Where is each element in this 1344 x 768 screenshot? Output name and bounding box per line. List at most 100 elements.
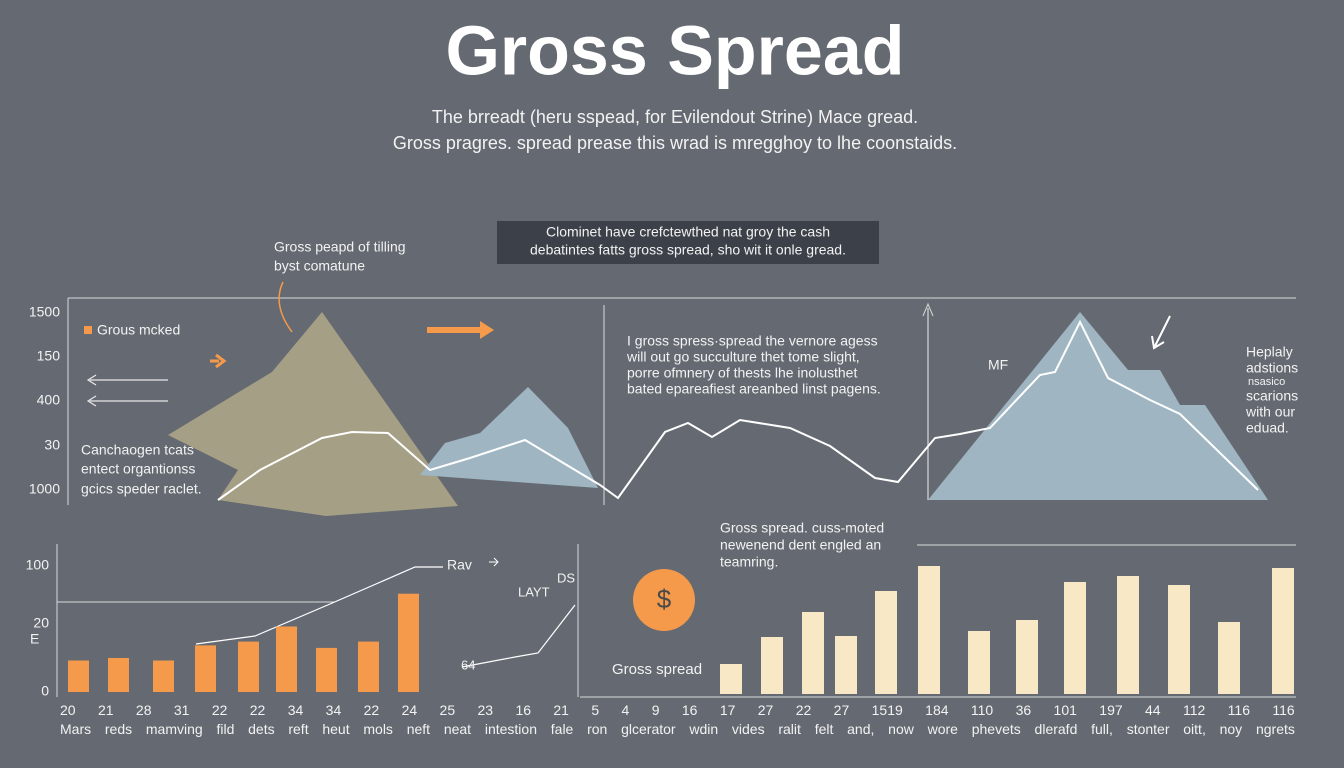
bar bbox=[68, 660, 89, 692]
x-words: Mars reds mamving fild dets reft heut mols neft n… bbox=[60, 721, 1295, 737]
bar bbox=[276, 626, 297, 692]
x-label: 16 bbox=[515, 702, 532, 718]
x-label: ralit bbox=[778, 721, 801, 737]
x-label: 9 bbox=[651, 702, 660, 718]
bar bbox=[1064, 582, 1086, 694]
note: gcics speder raclet. bbox=[81, 481, 202, 497]
x-label: 36 bbox=[1015, 702, 1032, 718]
bar bbox=[1117, 576, 1139, 694]
x-label: 34 bbox=[325, 702, 342, 718]
x-label: wore bbox=[927, 721, 958, 737]
bar bbox=[968, 631, 990, 694]
orange-arrow-head bbox=[480, 321, 494, 339]
x-label: phevets bbox=[971, 721, 1021, 737]
label: Rav bbox=[447, 557, 472, 573]
coin bbox=[633, 569, 695, 631]
x-label: 24 bbox=[401, 702, 418, 718]
note: entect organtionss bbox=[81, 461, 195, 477]
x-label: neft bbox=[406, 721, 431, 737]
x-label: fale bbox=[550, 721, 574, 737]
y-tick-label: 150 bbox=[37, 348, 61, 364]
annotation-arrow bbox=[278, 281, 293, 333]
bar bbox=[108, 657, 129, 692]
bar bbox=[802, 612, 824, 694]
note: Gross spread. cuss-moted bbox=[720, 520, 884, 536]
note: teamring. bbox=[720, 554, 778, 570]
x-label: 112 bbox=[1182, 702, 1206, 718]
x-label: ron bbox=[587, 721, 608, 737]
subtitle: The brreadt (heru sspead, for Evilendout… bbox=[432, 107, 918, 127]
x-label: 22 bbox=[363, 702, 380, 718]
x-label: and, bbox=[847, 721, 875, 737]
axis-label: E bbox=[30, 631, 39, 647]
x-label: 22 bbox=[211, 702, 228, 718]
x-label: full, bbox=[1091, 721, 1113, 737]
bar bbox=[875, 591, 897, 694]
x-label: glcerator bbox=[621, 721, 676, 737]
x-label: dlerafd bbox=[1034, 721, 1078, 737]
x-label: 17 bbox=[719, 702, 736, 718]
trend-line bbox=[217, 319, 1259, 501]
y-tick-label: 1500 bbox=[29, 304, 60, 320]
note: I gross spress·spread the vernore agess bbox=[627, 333, 878, 349]
x-label: 27 bbox=[833, 702, 850, 718]
bar bbox=[358, 641, 379, 692]
bar bbox=[398, 593, 419, 692]
bar bbox=[1272, 568, 1294, 694]
note: adstions bbox=[1246, 360, 1298, 376]
x-label: 116 bbox=[1227, 702, 1250, 718]
callout-text: debatintes fatts gross spread, sho wit i… bbox=[530, 242, 846, 258]
label: Gross spread bbox=[612, 661, 702, 678]
y-tick-label: 400 bbox=[37, 392, 61, 408]
y-tick-label: 100 bbox=[26, 557, 50, 573]
x-label: reft bbox=[288, 721, 309, 737]
blue-shape bbox=[928, 312, 1268, 500]
subtitle: Gross pragres. spread prease this wrad i… bbox=[393, 133, 957, 153]
x-label: 44 bbox=[1145, 702, 1161, 718]
x-label: 21 bbox=[97, 702, 114, 718]
x-label: neat bbox=[443, 721, 472, 737]
pointer-arrow bbox=[1151, 315, 1171, 350]
x-label: 16 bbox=[681, 702, 698, 718]
x-label: 184 bbox=[925, 702, 949, 718]
x-label: 22 bbox=[795, 702, 812, 718]
x-label: 27 bbox=[757, 702, 774, 718]
x-label: 20 bbox=[60, 702, 76, 718]
tan-shape bbox=[168, 312, 458, 516]
annotation: byst comatune bbox=[274, 258, 365, 274]
x-label: ngrets bbox=[1255, 721, 1295, 737]
note: nsasico bbox=[1248, 376, 1285, 388]
orange-arrow bbox=[210, 353, 227, 369]
trend-line bbox=[461, 604, 576, 668]
x-label: 4 bbox=[621, 702, 630, 718]
y-tick-label: 30 bbox=[44, 437, 60, 453]
x-label: reds bbox=[104, 721, 133, 737]
left-arrows bbox=[86, 374, 168, 407]
bar bbox=[195, 645, 216, 692]
annotation: Gross peapd of tilling bbox=[274, 239, 406, 255]
note: porre ofmnery of thests lhe inolusthet bbox=[627, 365, 857, 381]
note: eduad. bbox=[1246, 420, 1289, 436]
legend-label: Grous mcked bbox=[97, 322, 180, 338]
trend-line bbox=[195, 566, 443, 645]
x-label: mols bbox=[363, 721, 393, 737]
x-label: 31 bbox=[173, 702, 190, 718]
bar bbox=[238, 641, 259, 692]
note: Heplaly bbox=[1246, 344, 1293, 360]
x-label: oitt, bbox=[1183, 721, 1206, 737]
x-label: 110 bbox=[970, 702, 994, 718]
x-label: intestion bbox=[484, 721, 537, 737]
bar bbox=[720, 664, 742, 694]
x-label: 25 bbox=[439, 702, 456, 718]
bar bbox=[1168, 585, 1190, 694]
y-tick-label: 0 bbox=[41, 683, 49, 699]
note: will out go succulture thet tome slight, bbox=[626, 349, 860, 365]
x-label: heut bbox=[322, 721, 350, 737]
x-label: 101 bbox=[1053, 702, 1077, 718]
coin-symbol: $ bbox=[657, 584, 672, 614]
note: with our bbox=[1245, 404, 1295, 420]
x-label: wdin bbox=[689, 721, 719, 737]
y-tick-label: 20 bbox=[33, 615, 49, 631]
